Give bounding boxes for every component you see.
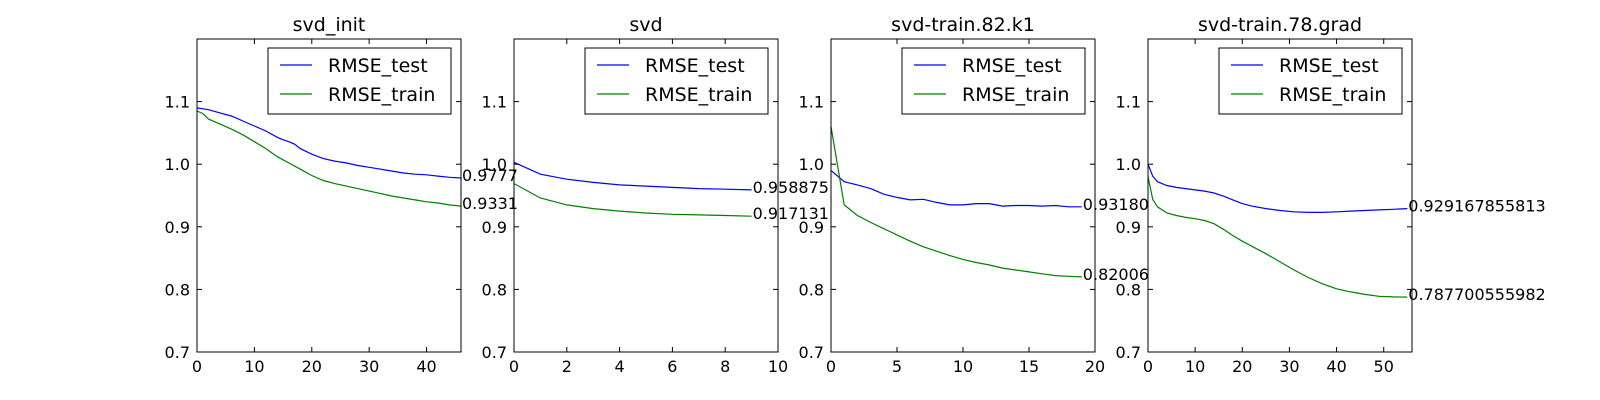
legend-label: RMSE_test — [1279, 55, 1379, 77]
y-tick-label: 1.0 — [482, 155, 507, 174]
chart-panel: svd 0 2 4 6 8 10 0.7 0.8 0.9 1.0 1.1 0.958875 0.91713… — [482, 14, 829, 376]
end-value-label: 0.93180 — [1083, 195, 1149, 214]
x-tick-label: 10 — [768, 357, 788, 376]
chart-title: svd — [629, 14, 662, 36]
series-line — [1148, 176, 1408, 298]
x-tick-label: 0 — [826, 357, 836, 376]
chart-title: svd-train.82.k1 — [891, 14, 1035, 36]
x-tick-label: 10 — [244, 357, 264, 376]
y-tick-label: 0.8 — [165, 280, 190, 299]
y-tick-label: 1.0 — [165, 155, 190, 174]
y-tick-label: 0.7 — [1116, 343, 1141, 362]
y-tick-label: 0.9 — [165, 218, 190, 237]
end-value-label: 0.787700555982 — [1408, 285, 1545, 304]
series-line — [514, 161, 752, 191]
x-tick-label: 20 — [1232, 357, 1252, 376]
x-tick-label: 4 — [615, 357, 625, 376]
series-line — [197, 107, 461, 179]
x-tick-label: 40 — [1326, 357, 1346, 376]
y-tick-label: 0.8 — [1116, 280, 1141, 299]
legend-box — [267, 47, 452, 115]
series-line — [831, 126, 1082, 278]
legend: RMSE_test RMSE_train — [267, 47, 452, 115]
y-tick-label: 0.7 — [799, 343, 824, 362]
x-tick-label: 15 — [1019, 357, 1039, 376]
x-tick-label: 0 — [509, 357, 519, 376]
x-tick-label: 30 — [1279, 357, 1299, 376]
series-line — [514, 183, 752, 217]
x-tick-label: 2 — [562, 357, 572, 376]
y-tick-label: 1.0 — [1116, 155, 1141, 174]
end-value-label: 0.9777 — [462, 166, 518, 185]
legend-label: RMSE_train — [962, 84, 1069, 106]
plot-frame — [1147, 38, 1413, 353]
y-tick-label: 0.7 — [165, 343, 190, 362]
y-tick-label: 0.8 — [799, 280, 824, 299]
end-value-label: 0.9331 — [462, 194, 518, 213]
legend: RMSE_test RMSE_train — [1218, 47, 1403, 115]
legend-box — [901, 47, 1086, 115]
y-tick-label: 1.1 — [482, 93, 507, 112]
plot-frame — [196, 38, 462, 353]
chart-panel: svd-train.82.k1 0 5 10 15 20 0.7 0.8 0.9 1.0 1.1 0.… — [799, 14, 1149, 376]
x-tick-label: 6 — [667, 357, 677, 376]
legend-label: RMSE_test — [962, 55, 1062, 77]
x-tick-label: 30 — [359, 357, 379, 376]
x-tick-label: 20 — [302, 357, 322, 376]
x-tick-label: 10 — [953, 357, 973, 376]
chart-panel: svd-train.78.grad 0 10 20 30 40 50 0.7 0.8 0.9 1.0… — [1116, 14, 1546, 376]
x-tick-label: 0 — [1143, 357, 1153, 376]
chart-title: svd-train.78.grad — [1198, 14, 1362, 36]
chart-panel: svd_init 0 10 20 30 40 0.7 0.8 0.9 1.0 1.1 0.9777 0.… — [165, 14, 518, 376]
y-tick-label: 0.8 — [482, 280, 507, 299]
legend-box — [1218, 47, 1403, 115]
y-tick-label: 1.1 — [165, 93, 190, 112]
end-value-label: 0.82006 — [1083, 265, 1149, 284]
legend: RMSE_test RMSE_train — [901, 47, 1086, 115]
x-tick-label: 0 — [192, 357, 202, 376]
series-line — [1148, 163, 1408, 213]
end-value-label: 0.958875 — [753, 178, 829, 197]
legend-label: RMSE_train — [645, 84, 752, 106]
x-tick-label: 8 — [720, 357, 730, 376]
series-line — [197, 110, 461, 207]
series-line — [831, 170, 1082, 208]
x-tick-label: 20 — [1085, 357, 1105, 376]
legend-label: RMSE_train — [328, 84, 435, 106]
legend-label: RMSE_test — [328, 55, 428, 77]
legend-box — [584, 47, 769, 115]
y-tick-label: 1.1 — [799, 93, 824, 112]
y-tick-label: 1.1 — [1116, 93, 1141, 112]
legend-label: RMSE_test — [645, 55, 745, 77]
y-tick-label: 1.0 — [799, 155, 824, 174]
chart-title: svd_init — [293, 14, 366, 36]
legend-label: RMSE_train — [1279, 84, 1386, 106]
plot-frame — [513, 38, 779, 353]
end-value-label: 0.929167855813 — [1408, 197, 1545, 216]
y-tick-label: 0.7 — [482, 343, 507, 362]
x-tick-label: 5 — [892, 357, 902, 376]
x-tick-label: 50 — [1374, 357, 1394, 376]
x-tick-label: 40 — [416, 357, 436, 376]
y-tick-label: 0.9 — [482, 218, 507, 237]
x-tick-label: 10 — [1185, 357, 1205, 376]
legend: RMSE_test RMSE_train — [584, 47, 769, 115]
y-tick-label: 0.9 — [799, 218, 824, 237]
y-tick-label: 0.9 — [1116, 218, 1141, 237]
end-value-label: 0.917131 — [753, 204, 829, 223]
